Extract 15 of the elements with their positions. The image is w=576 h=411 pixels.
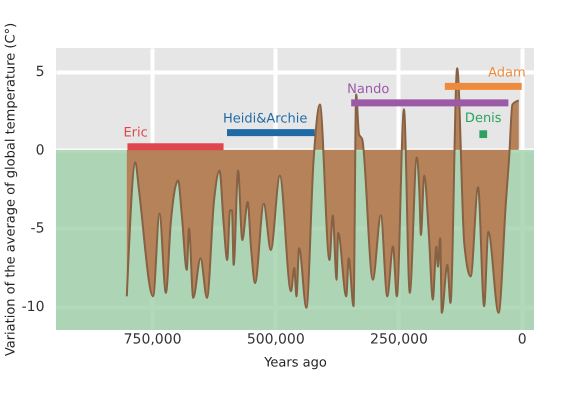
y-tick-label: -10 xyxy=(22,299,44,315)
y-tick-label: -5 xyxy=(30,220,44,237)
y-tick-label: 5 xyxy=(36,64,44,80)
y-axis-title: Variation of the average of global temperature (C°) xyxy=(4,22,19,356)
y-tick-label: 0 xyxy=(36,142,44,158)
x-tick-label: 0 xyxy=(518,332,527,348)
series-label: Eric xyxy=(123,126,148,141)
x-tick-label: 750,000 xyxy=(124,332,182,348)
series-label: Nando xyxy=(347,82,390,97)
x-tick-label: 500,000 xyxy=(246,332,305,348)
x-tick-label: 250,000 xyxy=(370,332,428,348)
series-label: Heidi&Archie xyxy=(222,112,308,127)
x-axis-title: Years ago xyxy=(263,356,327,370)
series-label: Adam xyxy=(488,65,526,80)
series-label: Denis xyxy=(464,111,502,126)
